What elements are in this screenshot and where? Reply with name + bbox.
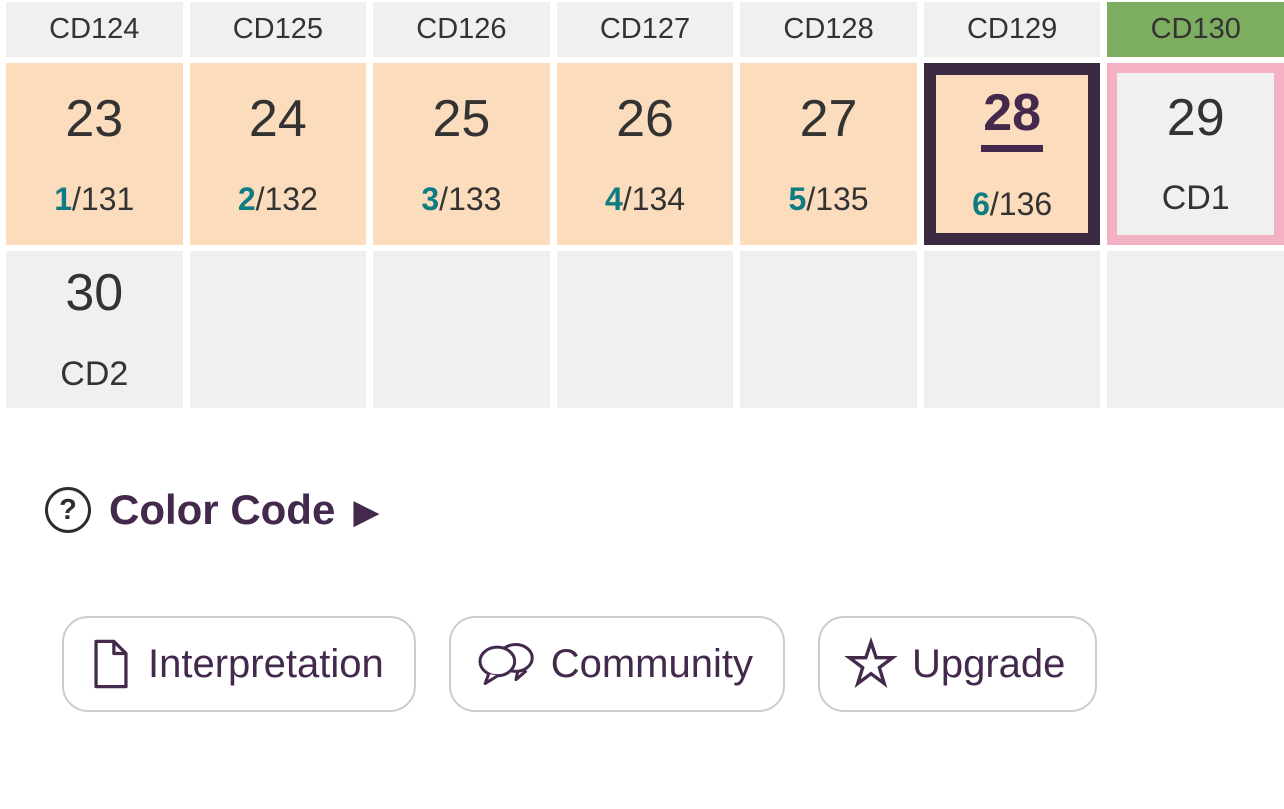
- column-header-cd130: CD130: [1107, 2, 1284, 57]
- day-cell-empty: [923, 251, 1101, 408]
- cycle-day-counter: 1/131: [54, 180, 135, 217]
- total-day-value: /136: [989, 186, 1053, 222]
- calendar-grid: CD124 CD125 CD126 CD127 CD128 CD129 CD130 23 1/1…: [6, 2, 1284, 408]
- day-number: 30: [65, 264, 124, 323]
- day-cell-empty: [373, 251, 550, 408]
- cycle-day-counter: 4/134: [604, 180, 686, 217]
- speech-bubbles-icon: [475, 638, 537, 690]
- column-header-cd126: CD126: [373, 2, 550, 57]
- button-label: Upgrade: [911, 641, 1066, 686]
- day-number: 25: [432, 89, 491, 148]
- cycle-day-value: 4: [604, 180, 623, 217]
- total-day-value: /132: [255, 180, 318, 217]
- button-label: Interpretation: [148, 641, 384, 686]
- cycle-day-counter: 5/135: [788, 180, 869, 217]
- button-label: Community: [550, 641, 753, 686]
- total-day-value: /134: [622, 180, 686, 217]
- column-header-cd124: CD124: [6, 2, 183, 57]
- day-cell-25[interactable]: 25 3/133: [373, 63, 550, 245]
- day-number: 28: [981, 86, 1044, 152]
- help-icon[interactable]: ?: [45, 487, 91, 533]
- day-cell-empty: [740, 251, 917, 408]
- day-cell-30[interactable]: 30 CD2: [6, 251, 183, 408]
- day-cell-empty: [1107, 251, 1284, 408]
- total-day-value: /135: [806, 180, 869, 217]
- day-number: 23: [65, 89, 124, 148]
- day-cell-26[interactable]: 26 4/134: [556, 63, 734, 245]
- cycle-day-value: 5: [788, 180, 807, 217]
- column-header-cd125: CD125: [189, 2, 367, 57]
- cycle-day-label: CD2: [60, 354, 129, 393]
- community-button[interactable]: Community: [448, 616, 785, 712]
- cycle-day-value: 2: [237, 180, 256, 217]
- cycle-day-value: 3: [421, 180, 440, 217]
- day-number: 24: [248, 89, 307, 148]
- day-number: 26: [616, 89, 674, 148]
- total-day-value: /131: [72, 180, 135, 217]
- column-header-cd129: CD129: [923, 2, 1101, 57]
- day-cell-24[interactable]: 24 2/132: [189, 63, 367, 245]
- day-cell-27[interactable]: 27 5/135: [740, 63, 917, 245]
- action-button-bar: Interpretation Community Upgrade: [62, 616, 1284, 712]
- cycle-day-label: CD1: [1161, 179, 1230, 218]
- cycle-day-counter: 3/133: [421, 180, 502, 217]
- cycle-day-value: 6: [972, 186, 990, 222]
- color-code-label: Color Code: [109, 486, 336, 533]
- cycle-day-value: 1: [54, 180, 73, 217]
- document-icon: [88, 637, 134, 691]
- day-number: 27: [799, 89, 858, 148]
- upgrade-button[interactable]: Upgrade: [817, 616, 1098, 712]
- day-cell-29[interactable]: 29 CD1: [1107, 63, 1284, 245]
- day-cell-23[interactable]: 23 1/131: [6, 63, 183, 245]
- column-header-cd128: CD128: [740, 2, 917, 57]
- column-header-cd127: CD127: [556, 2, 734, 57]
- cycle-day-counter: 2/132: [237, 180, 318, 217]
- star-icon: [844, 636, 898, 692]
- color-code-toggle[interactable]: ? Color Code ▶: [45, 486, 379, 534]
- total-day-value: /133: [439, 180, 502, 217]
- cycle-day-counter: 6/136: [972, 186, 1053, 222]
- day-number: 29: [1166, 88, 1225, 147]
- day-cell-empty: [556, 251, 734, 408]
- interpretation-button[interactable]: Interpretation: [62, 616, 416, 712]
- day-cell-empty: [189, 251, 367, 408]
- day-cell-28[interactable]: 28 6/136: [923, 63, 1101, 245]
- expand-arrow-icon: ▶: [353, 492, 380, 531]
